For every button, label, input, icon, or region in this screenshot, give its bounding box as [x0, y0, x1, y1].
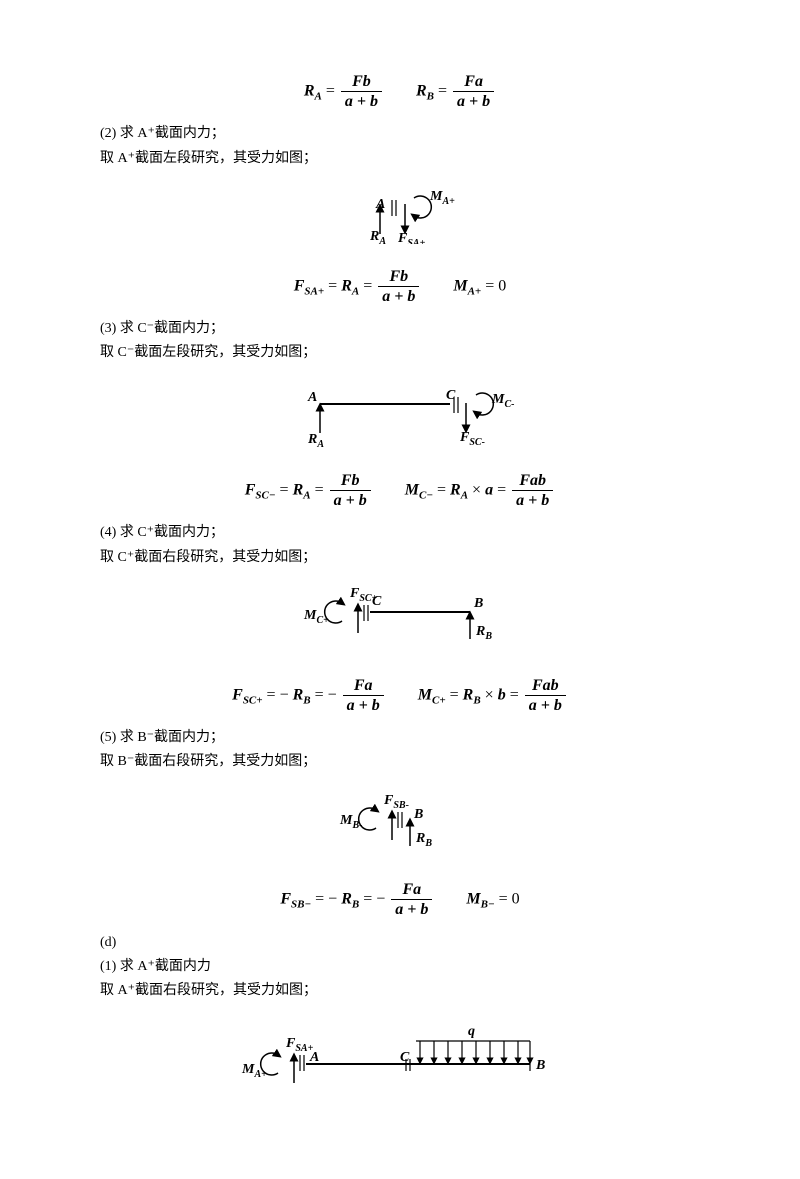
svg-text:RB: RB	[415, 831, 432, 849]
svg-text:RA: RA	[369, 229, 386, 244]
diagram-4: MC+ FSC+ C B RB	[100, 583, 700, 661]
svg-text:FSA+: FSA+	[397, 231, 426, 244]
section-3-heading: (3) 求 C⁻截面内力；	[100, 318, 700, 340]
diagram-3: A C RA FSC- MC-	[100, 379, 700, 457]
svg-text:MA+: MA+	[429, 189, 455, 207]
equation-ra-rb: RA = Fba + b RB = Faa + b	[100, 72, 700, 111]
section-d-sub: 取 A⁺截面右段研究，其受力如图；	[100, 980, 700, 1002]
section-5-sub: 取 B⁻截面右段研究，其受力如图；	[100, 751, 700, 773]
svg-text:C: C	[372, 594, 382, 609]
diagram-6: MA+ FSA+ A C q B	[100, 1017, 700, 1105]
diagram-2: A RA FSA+ MA+	[100, 184, 700, 252]
svg-text:A: A	[307, 390, 317, 405]
equation-5: FSB− = − RB = − Faa + b MB− = 0	[100, 880, 700, 919]
equation-4: FSC+ = − RB = − Faa + b MC+ = RB × b = F…	[100, 676, 700, 715]
svg-text:MA+: MA+	[241, 1062, 267, 1080]
section-5-heading: (5) 求 B⁻截面内力；	[100, 727, 700, 749]
svg-text:B: B	[535, 1058, 545, 1073]
section-3-sub: 取 C⁻截面左段研究，其受力如图；	[100, 342, 700, 364]
svg-text:q: q	[468, 1024, 475, 1039]
svg-text:A: A	[309, 1050, 319, 1065]
section-4-sub: 取 C⁺截面右段研究，其受力如图；	[100, 547, 700, 569]
svg-text:C: C	[400, 1050, 410, 1065]
equation-3: FSC− = RA = Fba + b MC− = RA × a = Faba …	[100, 471, 700, 510]
svg-text:MC-: MC-	[491, 392, 514, 410]
svg-text:B: B	[413, 807, 423, 822]
section-4-heading: (4) 求 C⁺截面内力；	[100, 522, 700, 544]
svg-text:RB: RB	[475, 624, 492, 642]
equation-2: FSA+ = RA = Fba + b MA+ = 0	[100, 267, 700, 306]
section-d-label: (d)	[100, 932, 700, 954]
svg-text:RA: RA	[307, 432, 324, 449]
section-2-sub: 取 A⁺截面左段研究，其受力如图；	[100, 148, 700, 170]
svg-text:FSC-: FSC-	[459, 430, 485, 448]
diagram-5: MB- FSB- B RB	[100, 788, 700, 866]
svg-text:FSB-: FSB-	[383, 793, 409, 811]
svg-text:B: B	[473, 596, 483, 611]
section-2-heading: (2) 求 A⁺截面内力；	[100, 123, 700, 145]
section-d-heading: (1) 求 A⁺截面内力	[100, 956, 700, 978]
